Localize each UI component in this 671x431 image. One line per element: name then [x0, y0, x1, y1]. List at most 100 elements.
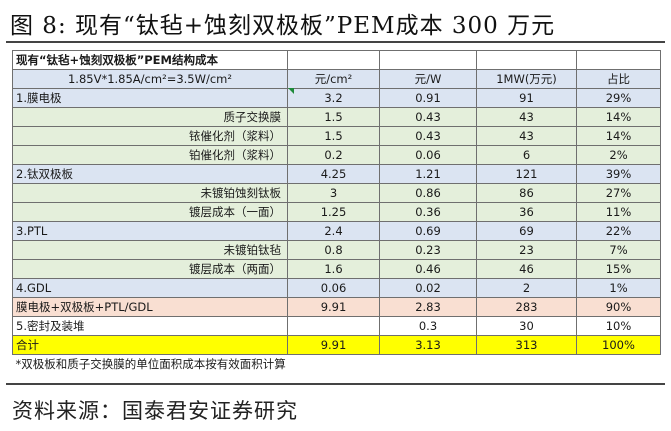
table-row: 合计 9.91 3.13 313 100% — [12, 335, 661, 355]
row-value: 121 — [476, 164, 577, 184]
empty-cell — [379, 50, 477, 70]
row-value: 10% — [576, 316, 661, 336]
row-value: 23 — [476, 240, 577, 260]
table-row: 膜电极+双极板+PTL/GDL 9.91 2.83 283 90% — [12, 297, 661, 317]
row-value: 2.83 — [379, 297, 477, 317]
row-value: 1.25 — [287, 202, 380, 222]
row-value: 3.2 — [287, 88, 380, 108]
header-1mw: 1MW(万元) — [476, 69, 577, 89]
row-label: 3.PTL — [12, 221, 288, 241]
row-value: 0.3 — [379, 316, 477, 336]
row-value: 14% — [576, 126, 661, 146]
row-value: 0.43 — [379, 107, 477, 127]
row-value: 3.13 — [379, 335, 477, 355]
table-caption: 现有“钛毡+蚀刻双极板”PEM结构成本 — [12, 50, 288, 70]
row-value: 69 — [476, 221, 577, 241]
empty-cell — [476, 50, 577, 70]
row-value: 22% — [576, 221, 661, 241]
row-value: 0.2 — [287, 145, 380, 165]
row-value: 313 — [476, 335, 577, 355]
row-value: 2 — [476, 278, 577, 298]
row-value: 100% — [576, 335, 661, 355]
title-divider — [6, 41, 665, 43]
row-value: 7% — [576, 240, 661, 260]
row-value — [287, 316, 380, 336]
row-value: 0.06 — [287, 278, 380, 298]
row-value: 9.91 — [287, 335, 380, 355]
table-row: 铱催化剂（浆料） 1.5 0.43 43 14% — [12, 126, 661, 146]
table-row: 4.GDL 0.06 0.02 2 1% — [12, 278, 661, 298]
header-condition: 1.85V*1.85A/cm²=3.5W/cm² — [12, 69, 288, 89]
row-label: 膜电极+双极板+PTL/GDL — [12, 297, 288, 317]
table-row: 1.膜电极 3.2 0.91 91 29% — [12, 88, 661, 108]
table-caption-row: 现有“钛毡+蚀刻双极板”PEM结构成本 — [12, 50, 661, 70]
row-label: 合计 — [12, 335, 288, 355]
row-value: 6 — [476, 145, 577, 165]
row-value: 86 — [476, 183, 577, 203]
header-per-w: 元/W — [379, 69, 477, 89]
row-label: 镀层成本（两面） — [12, 259, 288, 279]
row-label: 5.密封及装堆 — [12, 316, 288, 336]
row-value: 0.46 — [379, 259, 477, 279]
row-value: 30 — [476, 316, 577, 336]
empty-cell — [576, 50, 661, 70]
row-label: 2.钛双极板 — [12, 164, 288, 184]
row-value: 0.36 — [379, 202, 477, 222]
header-share: 占比 — [576, 69, 661, 89]
row-value: 90% — [576, 297, 661, 317]
row-value: 0.91 — [379, 88, 477, 108]
table-row: 铂催化剂（浆料） 0.2 0.06 6 2% — [12, 145, 661, 165]
table-header-row: 1.85V*1.85A/cm²=3.5W/cm² 元/cm² 元/W 1MW(万… — [12, 69, 661, 89]
row-value: 4.25 — [287, 164, 380, 184]
row-value: 27% — [576, 183, 661, 203]
row-value: 29% — [576, 88, 661, 108]
cost-table: 现有“钛毡+蚀刻双极板”PEM结构成本 1.85V*1.85A/cm²=3.5W… — [12, 50, 661, 373]
table-row: 未镀铂钛毡 0.8 0.23 23 7% — [12, 240, 661, 260]
row-value: 9.91 — [287, 297, 380, 317]
row-value: 1.21 — [379, 164, 477, 184]
row-value: 2% — [576, 145, 661, 165]
row-value: 283 — [476, 297, 577, 317]
row-value: 43 — [476, 107, 577, 127]
cell-comment-marker — [288, 88, 294, 94]
table-row: 未镀铂蚀刻钛板 3 0.86 86 27% — [12, 183, 661, 203]
row-value: 1% — [576, 278, 661, 298]
header-per-cm2: 元/cm² — [287, 69, 380, 89]
empty-cell — [287, 50, 380, 70]
table-row: 镀层成本（两面） 1.6 0.46 46 15% — [12, 259, 661, 279]
row-value: 0.02 — [379, 278, 477, 298]
row-label: 铱催化剂（浆料） — [12, 126, 288, 146]
source-divider — [6, 383, 665, 385]
table-row: 2.钛双极板 4.25 1.21 121 39% — [12, 164, 661, 184]
table-row: 镀层成本（一面） 1.25 0.36 36 11% — [12, 202, 661, 222]
row-value: 91 — [476, 88, 577, 108]
row-value: 36 — [476, 202, 577, 222]
row-value: 46 — [476, 259, 577, 279]
row-label: 未镀铂钛毡 — [12, 240, 288, 260]
figure-title: 图 8: 现有“钛毡+蚀刻双极板”PEM成本 300 万元 — [10, 13, 556, 39]
row-label: 镀层成本（一面） — [12, 202, 288, 222]
row-value: 1.6 — [287, 259, 380, 279]
row-value: 11% — [576, 202, 661, 222]
row-value: 0.69 — [379, 221, 477, 241]
table-note: *双极板和质子交换膜的单位面积成本按有效面积计算 — [12, 354, 661, 373]
row-label: 1.膜电极 — [12, 88, 288, 108]
row-value: 0.8 — [287, 240, 380, 260]
row-value: 14% — [576, 107, 661, 127]
row-value: 43 — [476, 126, 577, 146]
row-value: 0.23 — [379, 240, 477, 260]
table-row: 5.密封及装堆 0.3 30 10% — [12, 316, 661, 336]
table-row: 质子交换膜 1.5 0.43 43 14% — [12, 107, 661, 127]
row-value: 39% — [576, 164, 661, 184]
row-label: 铂催化剂（浆料） — [12, 145, 288, 165]
row-value: 1.5 — [287, 107, 380, 127]
row-value: 0.43 — [379, 126, 477, 146]
row-value: 1.5 — [287, 126, 380, 146]
source-text: 资料来源：国泰君安证券研究 — [12, 399, 298, 423]
row-label: 未镀铂蚀刻钛板 — [12, 183, 288, 203]
row-value: 15% — [576, 259, 661, 279]
row-value: 0.86 — [379, 183, 477, 203]
table-row: 3.PTL 2.4 0.69 69 22% — [12, 221, 661, 241]
row-value: 0.06 — [379, 145, 477, 165]
note-row: *双极板和质子交换膜的单位面积成本按有效面积计算 — [12, 354, 661, 373]
